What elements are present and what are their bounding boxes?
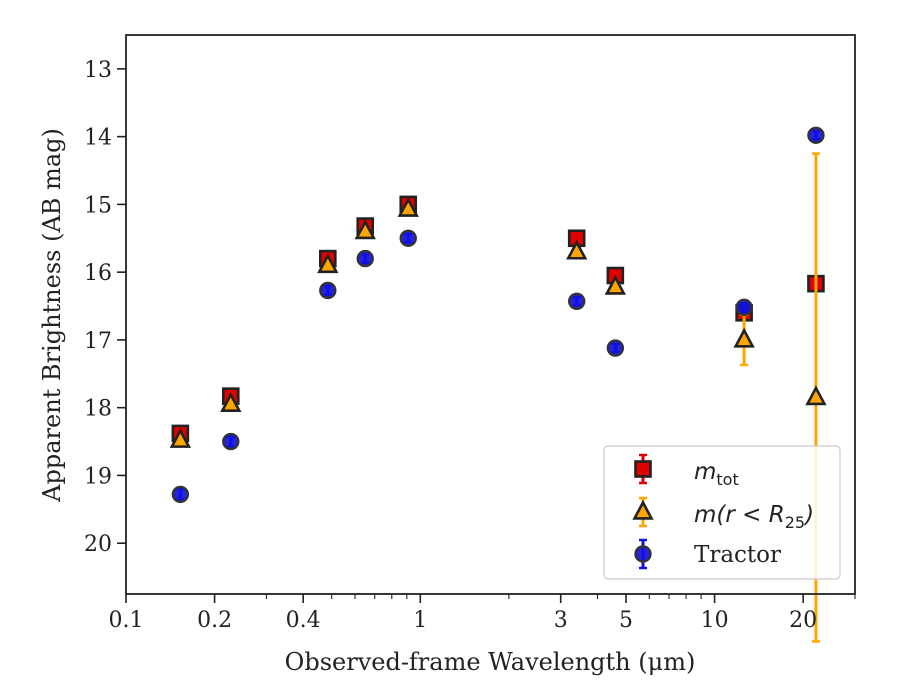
data-point-tractor [735, 298, 753, 317]
series-mtot [171, 195, 825, 443]
x-axis-label: Observed-frame Wavelength (μm) [285, 648, 696, 676]
y-tick-label: 15 [84, 193, 112, 218]
legend-marker-mr25 [632, 499, 654, 520]
data-point-mr25 [220, 392, 242, 413]
data-point-mr25 [604, 274, 627, 295]
y-tick-label: 20 [84, 532, 112, 557]
y-axis: 13 14 15 16 17 18 19 20 [84, 58, 126, 557]
data-point-mr25 [169, 427, 192, 448]
data-point-tractor [568, 292, 586, 310]
legend-label-tractor: Tractor [694, 542, 781, 568]
plot-frame [125, 34, 856, 595]
x-tick-label: 0.2 [197, 608, 232, 633]
x-tick-label: 5 [619, 608, 633, 633]
data-point-mr25 [317, 253, 339, 274]
y-axis-label: Apparent Brightness (AB mag) [38, 128, 66, 503]
x-tick-label: 3 [554, 608, 568, 633]
data-point-tractor [807, 126, 825, 144]
legend-label-mr25: m(r < R25) [694, 502, 814, 532]
data-point-tractor [171, 485, 190, 504]
legend-label-mtot: mtot [694, 459, 739, 489]
x-tick-label: 1 [413, 608, 427, 633]
data-point-tractor [399, 229, 417, 247]
legend-markers [632, 453, 654, 570]
data-point-mr25 [805, 385, 827, 406]
legend-mr25-tail: ) [803, 502, 814, 528]
legend-mtot-main: m [694, 459, 716, 485]
legend-marker-tractor [634, 545, 652, 563]
data-point-tractor [222, 432, 240, 451]
y-tick-label: 19 [84, 464, 112, 489]
data-point-tractor [606, 339, 625, 357]
y-tick-label: 13 [84, 58, 112, 83]
y-tick-label: 17 [84, 329, 112, 354]
legend-mtot-sub: tot [716, 470, 738, 489]
legend-marker-mtot [634, 460, 652, 478]
legend: mtot m(r < R25) Tractor [603, 445, 841, 580]
y-tick-label: 18 [84, 397, 112, 422]
y-tick-label: 16 [84, 261, 112, 286]
legend-mr25-sub: 25 [785, 513, 805, 532]
series-tractor [171, 126, 825, 504]
x-tick-label: 0.4 [286, 608, 321, 633]
legend-mr25-main: m(r < R [694, 502, 785, 528]
data-point-mr25 [397, 196, 419, 217]
x-tick-label: 10 [701, 608, 729, 633]
data-point-mr25 [566, 239, 588, 260]
legend-frame [603, 445, 841, 580]
data-point-tractor [319, 281, 337, 300]
data-point-tractor [356, 249, 374, 268]
y-tick-label: 14 [84, 126, 112, 151]
x-axis: 0.1 0.2 0.4 1 3 5 10 20 [109, 594, 856, 633]
data-point-mr25 [733, 327, 755, 348]
data-point-mr25 [354, 219, 376, 240]
x-tick-label: 20 [789, 608, 817, 633]
x-tick-label: 0.1 [109, 608, 144, 633]
